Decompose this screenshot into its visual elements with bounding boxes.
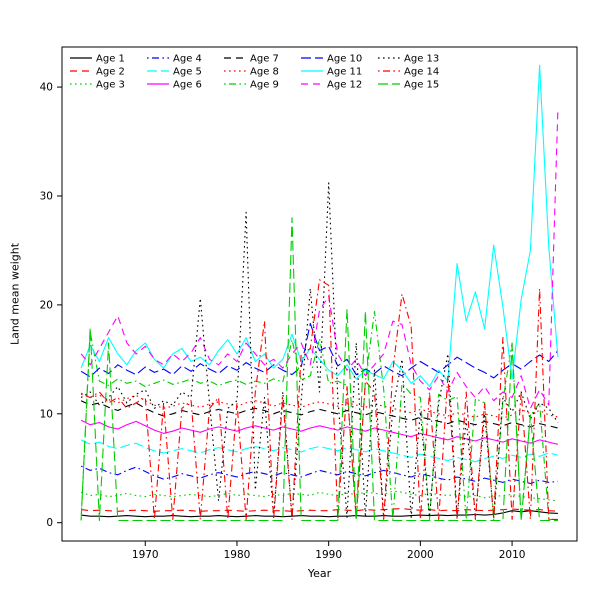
series-age-1: [81, 510, 558, 518]
series-age-15: [80, 217, 558, 522]
legend-label-4: Age 4: [173, 54, 202, 65]
x-tick-label: 2000: [407, 549, 434, 561]
series-age-13: [80, 182, 559, 518]
y-tick-label: 0: [46, 517, 53, 529]
x-tick-label: 1970: [132, 549, 159, 561]
legend-label-2: Age 2: [96, 67, 125, 78]
x-tick-label: 2010: [499, 549, 526, 561]
y-tick-label: 10: [40, 408, 53, 420]
legend-label-15: Age 15: [404, 80, 439, 91]
legend-label-10: Age 10: [327, 54, 362, 65]
series-age-2: [81, 507, 558, 512]
series-age-5: [80, 439, 559, 463]
legend-label-7: Age 7: [250, 54, 279, 65]
legend-label-5: Age 5: [173, 67, 202, 78]
legend-label-3: Age 3: [96, 80, 125, 91]
series-age-11: [80, 64, 559, 388]
legend-label-12: Age 12: [327, 80, 362, 91]
series-age-9: [80, 310, 558, 520]
y-tick-label: 30: [40, 190, 53, 202]
series-age-8: [80, 392, 559, 419]
series-age-3: [80, 490, 558, 502]
series-age-4: [80, 465, 558, 485]
series-age-10: [80, 322, 559, 379]
legend-label-13: Age 13: [404, 54, 439, 65]
y-tick-label: 40: [40, 82, 53, 94]
legend-label-14: Age 14: [404, 67, 439, 78]
legend-label-8: Age 8: [250, 67, 279, 78]
legend-label-1: Age 1: [96, 54, 125, 65]
x-tick-label: 1980: [224, 549, 251, 561]
y-tick-label: 20: [40, 299, 53, 311]
series-age-12: [80, 108, 559, 409]
plot-border: [61, 46, 578, 542]
legend-label-6: Age 6: [173, 80, 202, 91]
series-age-6: [80, 419, 559, 445]
series-age-14: [80, 279, 558, 520]
legend-label-9: Age 9: [250, 80, 279, 91]
legend-label-11: Age 11: [327, 67, 362, 78]
series-age-7: [80, 400, 559, 429]
x-axis-label: Year: [307, 567, 332, 580]
y-axis-label: Land mean weight: [8, 242, 22, 346]
x-tick-label: 1990: [315, 549, 342, 561]
